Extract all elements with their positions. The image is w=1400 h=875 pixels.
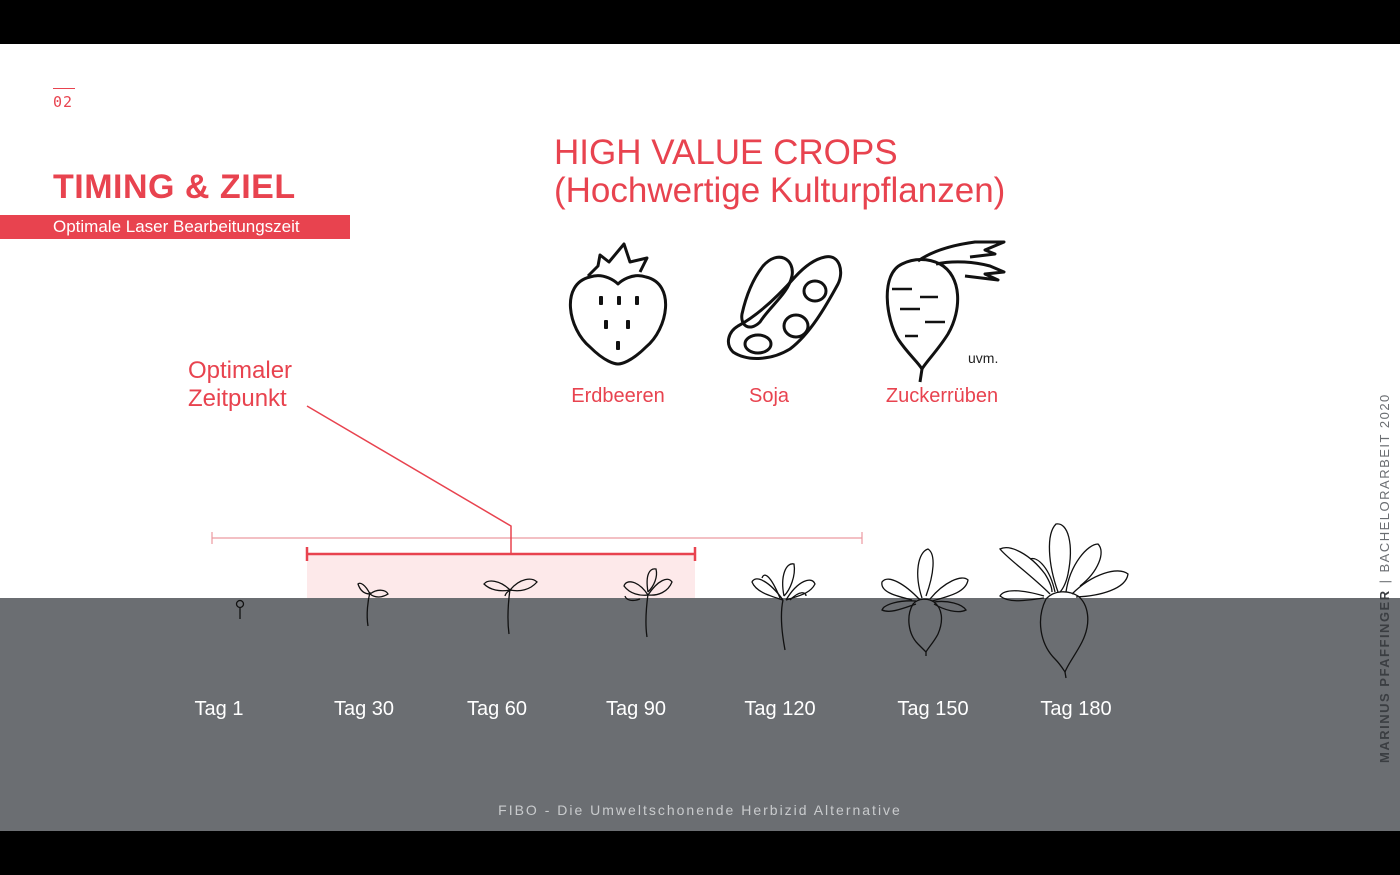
outer-range-bracket [211,532,863,544]
callout-leader-line [306,405,512,554]
crops-heading-line2: (Hochwertige Kulturpflanzen) [554,171,1006,210]
day-label-150: Tag 150 [897,698,969,720]
footer-caption: FIBO - Die Umweltschonende Herbizid Alte… [498,802,902,818]
strawberry-icon [568,242,668,366]
slide-title: TIMING & ZIEL [53,168,296,206]
letterbox-top [0,0,1400,44]
day-label-120: Tag 120 [744,698,816,720]
day-label-30: Tag 30 [333,698,395,720]
day-label-180: Tag 180 [1040,698,1112,720]
crop-label-soja: Soja [748,385,790,407]
optimal-time-label: Optimaler Zeitpunkt [188,357,292,413]
crops-note: uvm. [968,350,999,366]
day-label-90: Tag 90 [605,698,667,720]
plant-stage-day120-icon [751,563,816,651]
crop-label-erdbeeren: Erdbeeren [571,385,665,407]
plant-stage-day150-icon [881,548,969,656]
day-label-60: Tag 60 [466,698,528,720]
letterbox-bottom [0,831,1400,875]
slide-subtitle: Optimale Laser Bearbeitungszeit [53,217,300,236]
sugar-beet-icon [885,240,1006,383]
crops-heading: HIGH VALUE CROPS (Hochwertige Kulturpfla… [554,134,1005,210]
subtitle-band [0,215,350,239]
optimal-range-bracket [305,547,697,561]
soil-ground [0,598,1400,831]
plant-stage-day60-icon [483,578,538,635]
side-thesis: BACHELORARBEIT 2020 [1377,393,1392,573]
plant-stage-day1-icon [235,599,245,619]
plant-stage-day90-icon [623,568,673,638]
crop-label-zuckerrueben: Zuckerrüben [885,385,999,407]
side-separator: | [1377,578,1392,584]
diagram-graphics [211,240,1129,679]
plant-stage-day30-icon [357,582,389,627]
day-label-1: Tag 1 [194,698,244,720]
plant-stage-day180-icon [998,523,1129,679]
page-number: 02 [53,93,74,111]
page-number-rule [53,88,75,89]
side-author: MARINUS PFAFFINGER [1377,589,1392,763]
slide: 02 TIMING & ZIEL Optimale Laser Bearbeit… [0,44,1400,831]
soybean-icon [726,255,843,360]
side-credit: MARINUS PFAFFINGER | BACHELORARBEIT 2020 [1377,393,1392,763]
optimal-time-line2: Zeitpunkt [188,385,287,412]
crops-heading-line1: HIGH VALUE CROPS [554,133,898,172]
optimal-time-line1: Optimaler [188,357,293,384]
